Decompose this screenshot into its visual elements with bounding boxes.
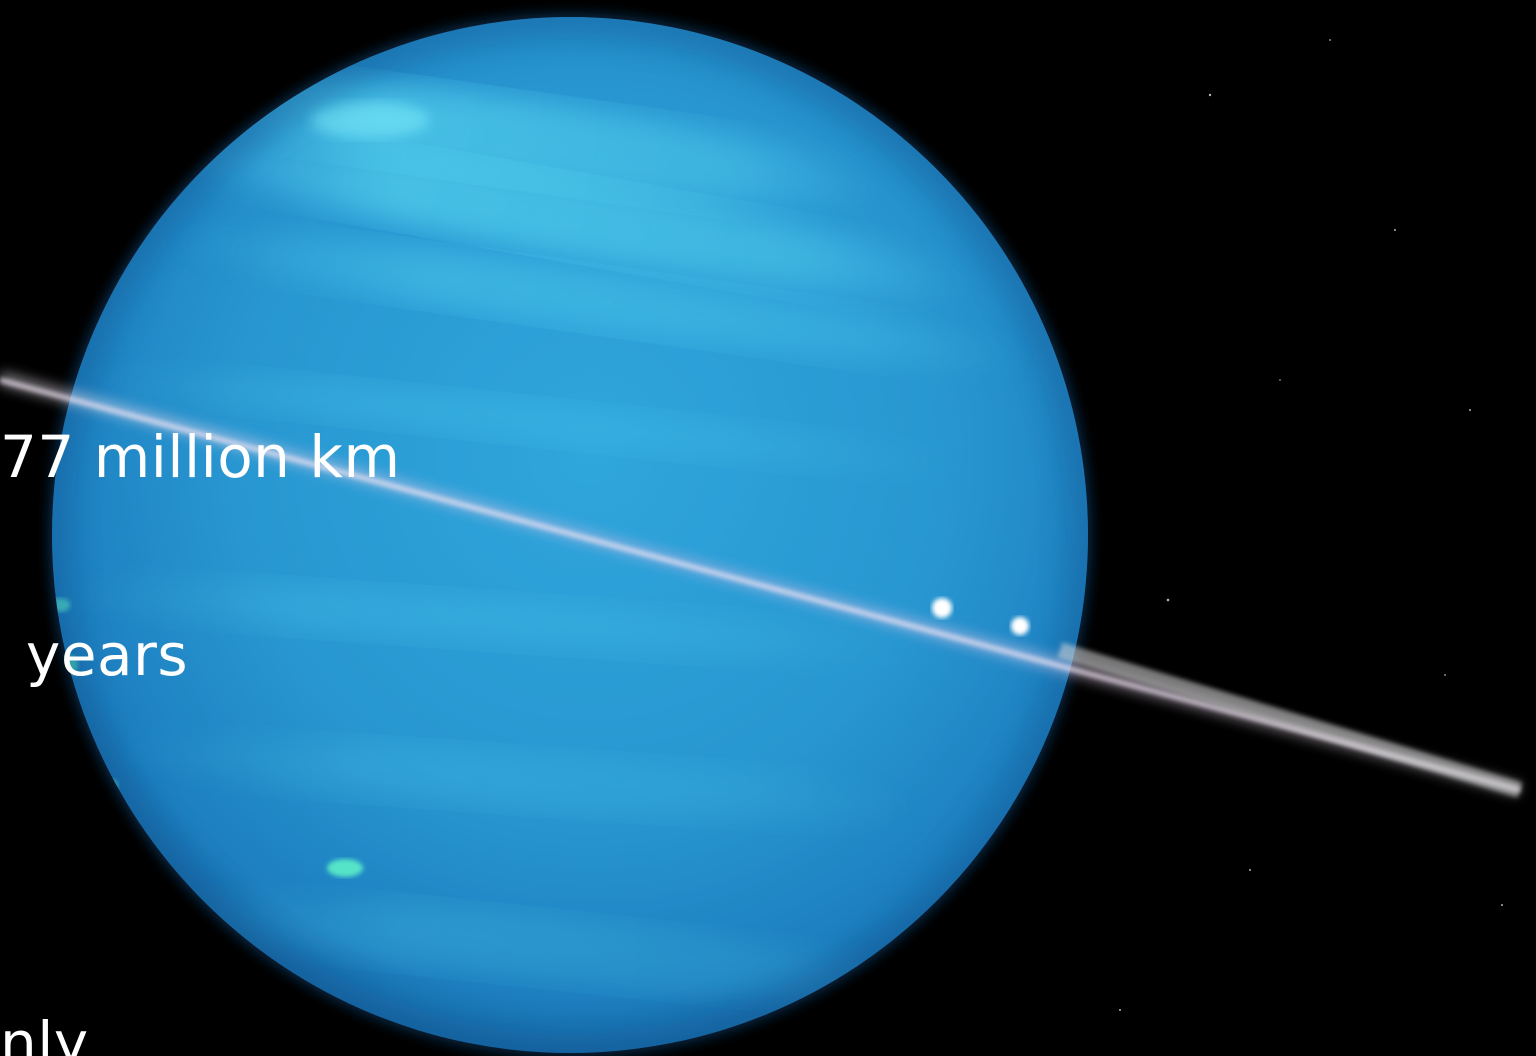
star-field xyxy=(1119,39,1503,1011)
planet-ring xyxy=(0,371,1523,798)
moon-spots xyxy=(932,598,1029,635)
only-text: nly xyxy=(0,1009,89,1056)
distance-text: 77 million km xyxy=(0,423,401,491)
years-text: years xyxy=(26,621,189,689)
